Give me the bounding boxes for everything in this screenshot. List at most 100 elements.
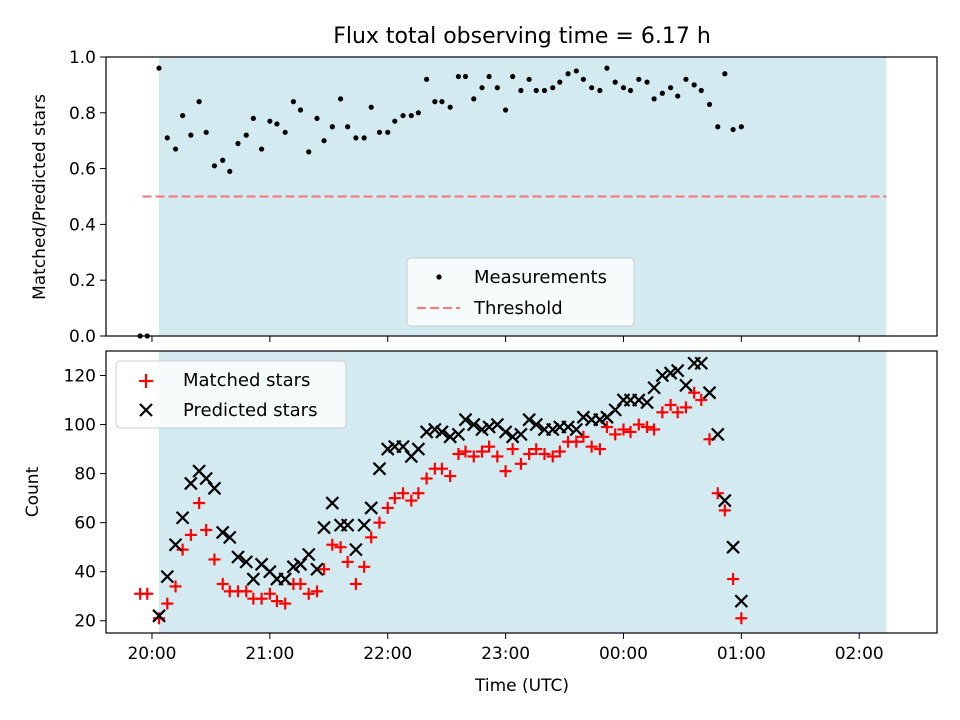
measurement-point — [644, 79, 650, 85]
measurement-point — [439, 99, 445, 105]
measurement-point — [267, 118, 273, 124]
measurement-point — [565, 71, 571, 77]
measurement-point — [730, 126, 736, 133]
legend-box — [115, 360, 347, 429]
predicted-star-marker — [357, 518, 371, 532]
y-axis-ticks-count: 20 40 60 80 100 120 — [64, 367, 106, 632]
predicted-star-marker — [647, 381, 661, 395]
predicted-star-stroke — [647, 381, 661, 395]
matched-star-marker — [506, 443, 519, 456]
matched-star-marker — [208, 553, 221, 566]
predicted-star-stroke — [718, 493, 732, 508]
predicted-star-stroke — [199, 471, 213, 486]
measurement-point — [297, 107, 304, 113]
matched-star-marker — [727, 573, 740, 586]
measurement-point — [651, 96, 657, 102]
predicted-star-stroke — [222, 530, 237, 545]
predicted-star-stroke — [152, 609, 166, 623]
predicted-star-marker — [184, 476, 198, 491]
predicted-star-stroke — [340, 518, 355, 532]
matched-star-marker — [570, 435, 583, 448]
x-tick-label: 20:00 — [127, 644, 176, 664]
predicted-star-stroke — [694, 356, 709, 371]
x-axis-ticks-count: 20:00 21:00 22:00 23:00 00:00 01:00 02:00 — [127, 633, 884, 664]
matched-star-marker — [735, 612, 748, 625]
matched-star-marker — [459, 445, 472, 458]
matched-star-marker — [373, 516, 386, 529]
predicted-star-marker — [435, 425, 449, 439]
measurement-point — [462, 73, 469, 80]
predicted-star-stroke — [670, 363, 685, 378]
predicted-star-marker — [561, 420, 575, 434]
measurement-point — [722, 71, 728, 77]
predicted-star-marker — [207, 481, 222, 496]
measurement-point — [550, 85, 556, 91]
predicted-star-marker — [419, 425, 434, 439]
predicted-star-stroke — [632, 393, 646, 407]
predicted-star-stroke — [435, 425, 449, 439]
matched-star-marker — [444, 470, 457, 483]
measurement-point — [306, 149, 312, 155]
predicted-star-marker — [293, 557, 308, 572]
measurement-point — [620, 85, 627, 91]
panel-ratio: Flux total observing time = 6.17 h Match… — [30, 24, 938, 347]
measurement-point — [471, 96, 477, 102]
legend-swatch-predicted — [139, 403, 153, 417]
predicted-star-marker — [576, 410, 591, 424]
x-axis-label: Time (UTC) — [474, 676, 569, 696]
matched-star-marker — [388, 492, 401, 505]
x-tick-label: 01:00 — [717, 644, 766, 664]
predicted-star-stroke — [310, 562, 324, 577]
measurement-point — [612, 79, 618, 85]
matched-star-marker — [365, 531, 378, 544]
matched-star-marker — [648, 423, 661, 436]
matched-star-marker — [294, 577, 307, 590]
matched-star-marker — [310, 585, 323, 598]
measurement-point — [691, 82, 697, 88]
predicted-star-stroke — [357, 518, 371, 532]
predicted-star-stroke — [679, 378, 693, 393]
x-axis-ticks-ratio — [151, 336, 860, 342]
predicted-star-stroke — [215, 525, 230, 540]
matched-star-marker — [553, 445, 566, 458]
legend-swatch-matched — [139, 374, 153, 388]
predicted-star-marker — [655, 368, 670, 383]
measurement-point — [580, 76, 586, 82]
x-tick-label: 22:00 — [363, 644, 412, 664]
matched-star-marker — [679, 401, 692, 414]
predicted-star-stroke — [396, 439, 410, 454]
predicted-star-stroke — [514, 427, 528, 442]
predicted-star-stroke — [246, 572, 261, 586]
y-tick-label: 0.0 — [69, 327, 96, 347]
measurement-point — [659, 90, 665, 96]
measurement-point — [392, 118, 398, 124]
matched-star-marker — [255, 592, 268, 605]
predicted-star-marker — [278, 572, 292, 586]
predicted-star-marker — [640, 395, 654, 410]
measurement-point — [211, 163, 218, 169]
predicted-star-stroke — [443, 430, 457, 444]
plot-frame-ratio — [105, 56, 938, 337]
predicted-star-marker — [160, 569, 175, 584]
matched-star-marker — [263, 587, 276, 600]
measurement-point — [455, 73, 462, 80]
predicted-star-stroke — [640, 395, 654, 410]
predicted-star-marker — [529, 417, 544, 432]
predicted-star-marker — [451, 427, 466, 442]
measurement-point — [408, 112, 414, 119]
predicted-star-marker — [718, 493, 732, 508]
predicted-star-marker — [694, 356, 709, 371]
measurement-point — [698, 87, 704, 94]
chart-title: Flux total observing time = 6.17 h — [333, 24, 711, 49]
predicted-star-marker — [411, 442, 426, 456]
matched-star-marker — [671, 406, 684, 419]
predicted-star-marker — [443, 430, 457, 444]
predicted-star-stroke — [569, 422, 584, 437]
measurement-point — [156, 65, 162, 71]
predicted-star-stroke — [364, 501, 378, 515]
matched-star-marker — [334, 541, 347, 554]
panel-counts: Count Time (UTC) 20 40 60 80 100 120 20:00 21:… — [23, 350, 938, 696]
predicted-star-stroke — [428, 422, 442, 437]
y-axis-ticks-ratio: 0.0 0.2 0.4 0.6 0.8 1.0 — [69, 48, 106, 347]
